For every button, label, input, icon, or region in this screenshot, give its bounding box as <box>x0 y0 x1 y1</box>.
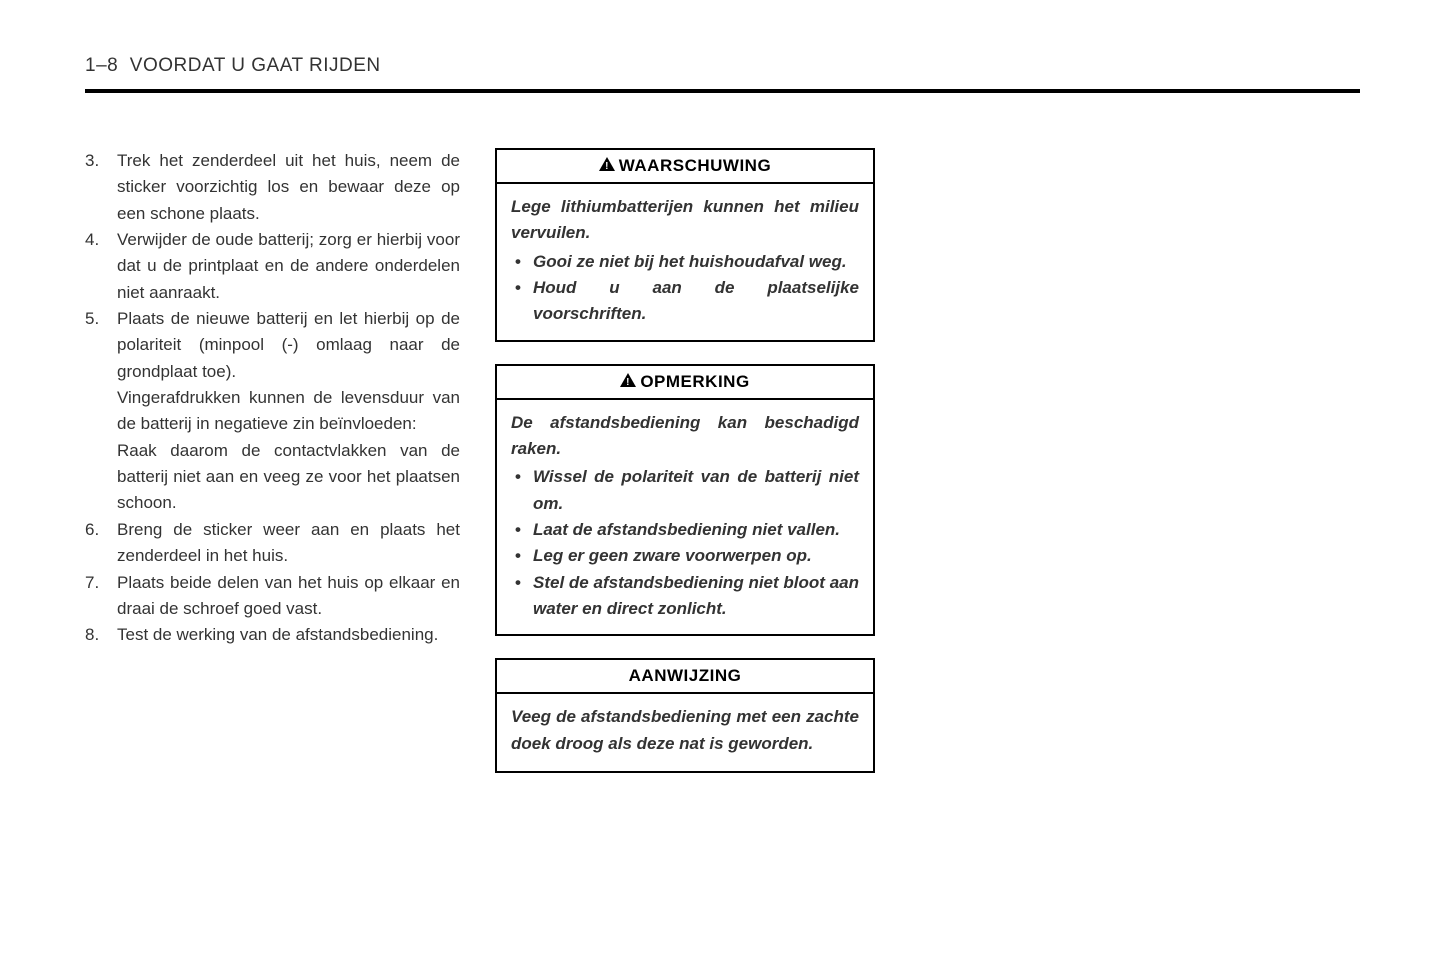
note-body: De afstandsbediening kan beschadigd rake… <box>497 400 873 635</box>
instruction-text: Plaats beide delen van het huis op elkaa… <box>117 573 460 618</box>
warning-icon: ! <box>620 372 636 392</box>
warning-icon: ! <box>599 156 615 176</box>
warning-title: WAARSCHUWING <box>619 156 771 175</box>
advice-title: AANWIJZING <box>629 666 742 685</box>
page-header: 1–8 VOORDAT U GAAT RIJDEN <box>85 55 1360 89</box>
content-columns: Trek het zenderdeel uit het huis, neem d… <box>85 148 1360 795</box>
note-box: ! OPMERKING De afstandsbediening kan bes… <box>495 364 875 637</box>
instruction-text: Breng de sticker weer aan en plaats het … <box>117 520 460 565</box>
advice-body: Veeg de afstandsbediening met een zachte… <box>497 694 873 771</box>
instruction-text: Plaats de nieuwe batterij en let hierbij… <box>117 309 460 381</box>
instruction-item: Test de werking van de afstandsbediening… <box>85 622 460 648</box>
note-title-row: ! OPMERKING <box>497 366 873 400</box>
instruction-item: Breng de sticker weer aan en plaats het … <box>85 517 460 570</box>
note-bullet: Stel de afstandsbediening niet bloot aan… <box>511 570 859 623</box>
warning-box: ! WAARSCHUWING Lege lithiumbatterijen ku… <box>495 148 875 342</box>
warning-bullet: Houd u aan de plaatselijke voorschriften… <box>511 275 859 328</box>
instruction-text: Test de werking van de afstandsbediening… <box>117 625 438 644</box>
svg-text:!: ! <box>605 161 609 171</box>
instruction-item: Plaats beide delen van het huis op elkaa… <box>85 570 460 623</box>
note-title: OPMERKING <box>640 372 749 391</box>
advice-box: AANWIJZING Veeg de afstandsbediening met… <box>495 658 875 773</box>
warning-title-row: ! WAARSCHUWING <box>497 150 873 184</box>
instructions-list: Trek het zenderdeel uit het huis, neem d… <box>85 148 460 649</box>
instruction-text: Trek het zenderdeel uit het huis, neem d… <box>117 151 460 223</box>
note-lead: De afstandsbediening kan beschadigd rake… <box>511 410 859 463</box>
instruction-item: Trek het zenderdeel uit het huis, neem d… <box>85 148 460 227</box>
note-bullet: Wissel de polariteit van de batterij nie… <box>511 464 859 517</box>
instruction-subpara: Raak daarom de contactvlakken van de bat… <box>117 438 460 517</box>
warning-bullet: Gooi ze niet bij het huishoudafval weg. <box>511 249 859 275</box>
note-bullet: Leg er geen zware voorwerpen op. <box>511 543 859 569</box>
warning-lead: Lege lithiumbatterijen kunnen het milieu… <box>511 194 859 247</box>
instruction-item: Verwijder de oude batterij; zorg er hier… <box>85 227 460 306</box>
instruction-subpara: Vingerafdrukken kunnen de levensduur van… <box>117 385 460 438</box>
callouts-column: ! WAARSCHUWING Lege lithiumbatterijen ku… <box>495 148 875 795</box>
svg-text:!: ! <box>626 377 630 387</box>
advice-lead: Veeg de afstandsbediening met een zachte… <box>511 704 859 757</box>
note-bullet: Laat de afstandsbediening niet vallen. <box>511 517 859 543</box>
instruction-text: Verwijder de oude batterij; zorg er hier… <box>117 230 460 302</box>
note-bullets: Wissel de polariteit van de batterij nie… <box>511 464 859 622</box>
advice-title-row: AANWIJZING <box>497 660 873 694</box>
warning-bullets: Gooi ze niet bij het huishoudafval weg. … <box>511 249 859 328</box>
instructions-column: Trek het zenderdeel uit het huis, neem d… <box>85 148 460 795</box>
warning-body: Lege lithiumbatterijen kunnen het milieu… <box>497 184 873 340</box>
section-number: 1–8 <box>85 55 118 76</box>
instruction-item: Plaats de nieuwe batterij en let hierbij… <box>85 306 460 517</box>
section-title: VOORDAT U GAAT RIJDEN <box>130 55 381 76</box>
header-rule <box>85 89 1360 93</box>
